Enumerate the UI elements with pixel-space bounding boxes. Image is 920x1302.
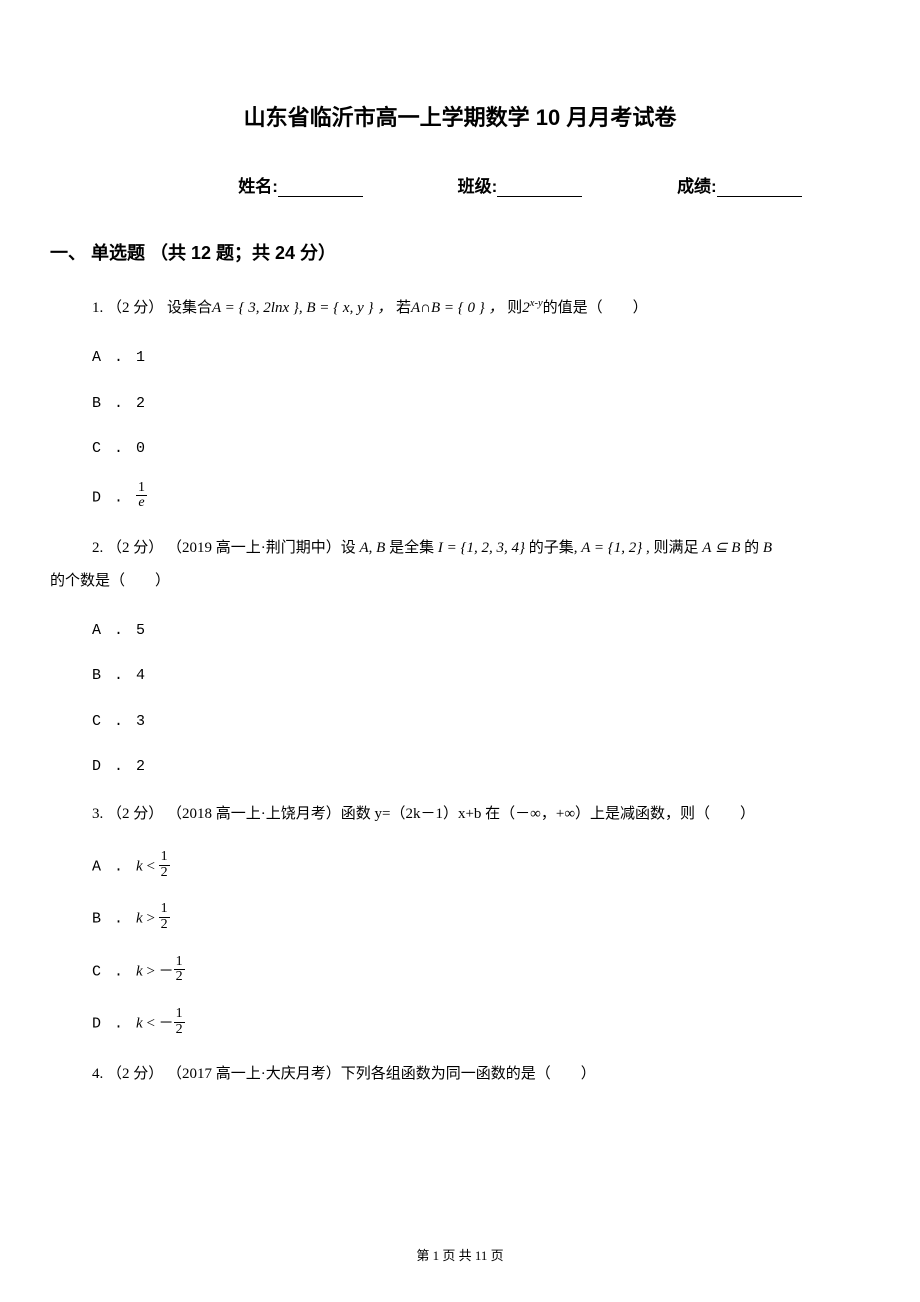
q1-then: 则 xyxy=(507,300,522,316)
q3-opt-c-op: > － xyxy=(143,963,174,979)
question-2-cont: 的个数是（ ） xyxy=(50,568,870,595)
q2-option-c: C . 3 xyxy=(50,710,870,734)
q2-option-d: D . 2 xyxy=(50,755,870,779)
q3-opt-d-var: k xyxy=(136,1016,143,1032)
q3-opt-c-frac: 12 xyxy=(174,955,185,985)
q1-opt-d-frac: 1e xyxy=(136,481,147,511)
q3-opt-d-label: D . xyxy=(92,1016,136,1033)
q1-opt-c-text: C . 0 xyxy=(92,440,147,457)
exam-title: 山东省临沂市高一上学期数学 10 月月考试卷 xyxy=(50,100,870,132)
q1-setA2: x }, xyxy=(282,300,306,316)
question-1: 1. （2 分） 设集合A = { 3, 2lnx }, B = { x, y … xyxy=(50,295,870,322)
q1-opt-d-num: 1 xyxy=(136,481,147,497)
question-3: 3. （2 分） （2018 高一上·上饶月考）函数 y=（2k－1）x+b 在… xyxy=(50,801,870,828)
student-info-line: 姓名: 班级: 成绩: xyxy=(50,172,870,197)
q2-t2: 的子集, xyxy=(525,540,581,556)
class-blank xyxy=(497,196,582,197)
q1-setA: A = { 3, 2ln xyxy=(212,300,282,316)
q1-option-a: A . 1 xyxy=(50,346,870,370)
q2-opt-c-text: C . 3 xyxy=(92,713,147,730)
q1-pts: （2 分） xyxy=(107,300,163,316)
q3-opt-b-num: 1 xyxy=(159,902,170,918)
q4-pts: （2 分） xyxy=(107,1066,163,1082)
q3-opt-c-den: 2 xyxy=(174,970,185,985)
q3-src: （2018 高一上·上饶月考）函数 y=（2k－1）x+b 在（－∞，+∞）上是… xyxy=(167,806,755,822)
q2-setA: A = {1, 2} xyxy=(581,540,642,556)
q3-opt-b-den: 2 xyxy=(159,918,170,933)
q1-option-b: B . 2 xyxy=(50,392,870,416)
q2-opt-b-text: B . 4 xyxy=(92,667,147,684)
q3-opt-a-op: < xyxy=(143,859,159,875)
q3-option-d: D . k < －12 xyxy=(50,1009,870,1039)
q3-opt-a-num: 1 xyxy=(159,850,170,866)
q1-cond: 若 xyxy=(396,300,411,316)
q3-opt-a-var: k xyxy=(136,859,143,875)
q2-src: （2019 高一上·荆门期中）设 xyxy=(167,540,360,556)
q3-option-a: A . k < 12 xyxy=(50,852,870,882)
q1-prefix: 设集合 xyxy=(167,300,212,316)
q3-opt-b-frac: 12 xyxy=(159,902,170,932)
q3-opt-b-op: > xyxy=(143,911,159,927)
q3-opt-b-label: B . xyxy=(92,911,136,928)
q3-opt-c-num: 1 xyxy=(174,955,185,971)
q3-opt-a-label: A . xyxy=(92,859,136,876)
q3-opt-d-frac: 12 xyxy=(174,1007,185,1037)
q2-pts: （2 分） xyxy=(107,540,163,556)
q3-num: 3. xyxy=(92,806,103,822)
q3-opt-d-den: 2 xyxy=(174,1023,185,1038)
q2-option-a: A . 5 xyxy=(50,619,870,643)
q1-suffix: 的值是（ ） xyxy=(543,300,648,316)
q2-opt-d-text: D . 2 xyxy=(92,758,147,775)
q1-setB: B = { x, y } ， xyxy=(306,300,392,316)
q1-expr-sup: x-y xyxy=(530,298,543,309)
q1-option-c: C . 0 xyxy=(50,437,870,461)
q3-opt-a-frac: 12 xyxy=(159,850,170,880)
q1-num: 1. xyxy=(92,300,103,316)
q2-bvar: B xyxy=(763,540,772,556)
q3-opt-b-var: k xyxy=(136,911,143,927)
q1-expr-base: 2 xyxy=(522,300,530,316)
q1-opt-b-text: B . 2 xyxy=(92,395,147,412)
q2-t1: 是全集 xyxy=(385,540,438,556)
q2-rel: A ⊆ B xyxy=(702,540,740,556)
q1-opt-d-label: D . xyxy=(92,489,136,506)
section-1-header: 一、 单选题 （共 12 题；共 24 分） xyxy=(50,239,870,265)
q4-num: 4. xyxy=(92,1066,103,1082)
q3-opt-d-op: < － xyxy=(143,1016,174,1032)
q3-pts: （2 分） xyxy=(107,806,163,822)
q3-option-b: B . k > 12 xyxy=(50,904,870,934)
score-label: 成绩: xyxy=(677,177,717,196)
question-2: 2. （2 分） （2019 高一上·荆门期中）设 A, B 是全集 I = {… xyxy=(50,535,870,562)
q2-ab: A, B xyxy=(360,540,386,556)
q3-option-c: C . k > －12 xyxy=(50,957,870,987)
q2-opt-a-text: A . 5 xyxy=(92,622,147,639)
score-blank xyxy=(717,196,802,197)
q1-opt-a-text: A . 1 xyxy=(92,349,147,366)
q3-opt-a-den: 2 xyxy=(159,866,170,881)
q1-inter: A∩B = { 0 } ， xyxy=(411,300,504,316)
q2-option-b: B . 4 xyxy=(50,664,870,688)
q2-setI: I = {1, 2, 3, 4} xyxy=(438,540,525,556)
question-4: 4. （2 分） （2017 高一上·大庆月考）下列各组函数为同一函数的是（ ） xyxy=(50,1061,870,1088)
class-label: 班级: xyxy=(458,177,498,196)
q1-opt-d-den: e xyxy=(136,496,147,511)
q1-option-d: D . 1e xyxy=(50,483,870,513)
name-label: 姓名: xyxy=(238,177,278,196)
q3-opt-d-num: 1 xyxy=(174,1007,185,1023)
q3-opt-c-var: k xyxy=(136,963,143,979)
name-blank xyxy=(278,196,363,197)
page-footer: 第 1 页 共 11 页 xyxy=(0,1245,920,1264)
q2-num: 2. xyxy=(92,540,103,556)
q2-t3: , 则满足 xyxy=(642,540,702,556)
q4-src: （2017 高一上·大庆月考）下列各组函数为同一函数的是（ ） xyxy=(167,1066,596,1082)
q2-t4: 的 xyxy=(740,540,763,556)
q3-opt-c-label: C . xyxy=(92,963,136,980)
